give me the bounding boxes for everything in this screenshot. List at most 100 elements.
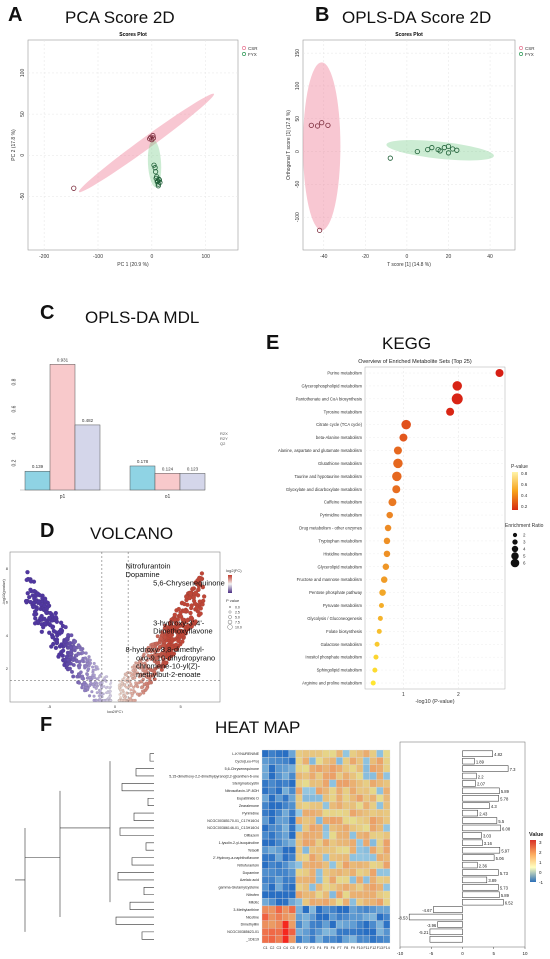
heatmap-cell — [349, 816, 357, 825]
enrichment-point — [495, 369, 504, 377]
heatmap-cell — [268, 816, 276, 825]
heatmap-cell — [288, 816, 296, 825]
heatmap-cell — [342, 846, 350, 855]
heatmap-cell — [309, 816, 317, 825]
heatmap-cell — [275, 898, 283, 907]
heatmap-column-label: C1 — [263, 946, 268, 950]
volcano-point — [119, 696, 122, 699]
volcano-point — [79, 647, 83, 652]
legend-label: CSR — [248, 46, 258, 51]
volcano-point — [109, 679, 113, 682]
heatmap-cell — [315, 838, 323, 847]
heatmap-cell — [329, 801, 337, 810]
pathway-label: Alanine, aspartate and glutamate metabol… — [278, 448, 363, 453]
metabolite-annotation: 5,6-Chrysenequinone — [153, 578, 225, 587]
volcano-point — [149, 649, 153, 654]
heatmap-cell — [335, 764, 343, 773]
heatmap-cell — [275, 757, 283, 765]
size-legend-label: 10.0 — [235, 626, 242, 630]
heatmap-cell — [268, 876, 276, 884]
volcano-point — [88, 658, 92, 662]
heatmap-cell — [309, 853, 317, 862]
volcano-point — [135, 692, 139, 696]
heatmap-cell — [329, 749, 337, 758]
enrichment-point — [386, 511, 393, 519]
heatmap-cell — [335, 824, 343, 832]
volcano-point — [135, 661, 139, 665]
plot-title: Scores Plot — [395, 32, 423, 38]
volcano-point — [180, 639, 185, 644]
heatmap-cell — [288, 883, 296, 892]
heatmap-cell — [329, 757, 337, 765]
color-legend-tick: 0.2 — [521, 504, 528, 509]
panel-f-letter: F — [40, 714, 53, 736]
volcano-point — [145, 658, 149, 662]
heatmap-cell — [369, 861, 377, 869]
volcano-point — [32, 612, 37, 617]
heatmap-cell — [329, 772, 337, 780]
heatmap-cell — [356, 809, 364, 817]
volcano-point — [35, 591, 40, 596]
fold-change-label: 4.3 — [491, 804, 497, 809]
volcano-point — [172, 612, 178, 617]
heatmap-cell — [335, 883, 343, 892]
x-axis-label: -log10 (P-value) — [415, 699, 454, 705]
volcano-point — [193, 580, 198, 585]
volcano-point — [77, 665, 82, 670]
heatmap-cell — [295, 846, 303, 855]
volcano-point — [77, 680, 82, 685]
panel-c-letter: C — [40, 302, 55, 324]
heatmap-cell — [356, 905, 364, 914]
x-tick-label: 10 — [522, 951, 528, 956]
heatmap-cell — [329, 868, 337, 877]
heatmap-cell — [295, 920, 303, 929]
bar-value-label: 0.931 — [57, 357, 69, 362]
volcano-plot: -5 0 5 2 4 6 8 log2(FC) -log10(pvalue) Nitrofuran… — [1, 551, 242, 713]
volcano-point — [42, 621, 48, 626]
panel-d-letter: D — [40, 520, 55, 542]
heatmap-cell — [282, 809, 290, 817]
fold-change-label: 3.16 — [484, 841, 493, 846]
heatmap-row-label: Nitrosoflavin-1P-8OH — [225, 789, 259, 793]
volcano-point — [54, 637, 60, 642]
data-point-fyx — [441, 145, 447, 151]
heatmap-cell — [275, 920, 283, 929]
volcano-point — [94, 686, 98, 690]
heatmap-cell — [362, 749, 370, 758]
volcano-point — [54, 619, 60, 624]
heatmap-cell — [383, 824, 391, 832]
size-legend-label: 6 — [523, 561, 526, 566]
heatmap-cell — [268, 838, 276, 847]
heatmap-cell — [342, 890, 350, 899]
heatmap-cell — [362, 846, 370, 855]
volcano-point — [94, 667, 98, 671]
heatmap-cell — [329, 831, 337, 840]
heatmap-cell — [335, 861, 343, 869]
heatmap-cell — [362, 779, 370, 788]
legend-marker — [519, 46, 523, 50]
heatmap-cell — [362, 853, 370, 862]
heatmap-column-label: F12 — [370, 946, 376, 950]
x-tick-label: -5 — [429, 951, 433, 956]
volcano-point — [129, 671, 133, 675]
volcano-point — [23, 598, 29, 604]
heatmap-column-label: F13 — [377, 946, 383, 950]
volcano-point — [176, 638, 181, 644]
bar-p1-r2y — [49, 364, 76, 491]
heatmap-cell — [315, 876, 323, 884]
heatmap-cell — [335, 898, 343, 907]
heatmap-cell — [349, 876, 357, 884]
heatmap-cell — [309, 883, 317, 892]
fold-change-bar — [462, 869, 499, 876]
pathway-label: Caffeine metabolism — [324, 500, 363, 505]
metabolite-annotation: 3-hydroxy-3',4'- — [153, 618, 205, 627]
heatmap-cell — [329, 794, 337, 803]
volcano-point — [188, 591, 193, 596]
heatmap-cell — [369, 816, 377, 825]
heatmap-column-label: F1 — [297, 946, 301, 950]
fold-change-label: 5.89 — [501, 893, 510, 898]
heatmap-cell — [342, 913, 350, 921]
heatmap-cell — [362, 861, 370, 869]
heatmap-cell — [268, 868, 276, 877]
heatmap-cell — [342, 794, 350, 803]
